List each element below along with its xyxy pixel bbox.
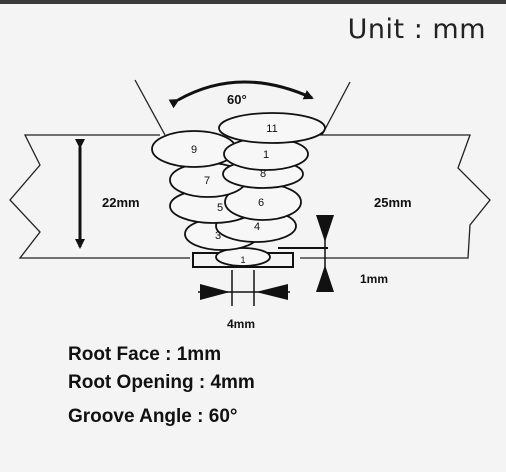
root-face-note: Root Face : 1mm [68,344,222,365]
bead-number: 11 [266,123,277,135]
top-border [0,0,506,4]
groove-angle-note: Groove Angle : 60° [68,406,238,427]
root-opening-dim-label: 4mm [227,317,255,331]
groove-angle-arrow [168,80,314,109]
right-plate-outline [300,134,491,259]
root-face-arrow-down [316,215,334,242]
bead-number: 1 [263,149,269,161]
bead-number: 3 [215,230,221,242]
root-opening-note: Root Opening : 4mm [68,372,255,393]
bead-number: 4 [254,221,260,233]
right-thickness-label: 25mm [374,195,412,210]
root-opening-arrow-left [200,284,230,300]
root-face-arrow-up [316,265,334,292]
bead-number: 8 [260,168,266,180]
bead-number: 9 [191,144,197,156]
weld-joint-diagram: 60° 22mm 25mm 11 9 1 8 7 5 6 3 4 1 1mm [9,79,491,331]
bead-number: 1 [240,255,245,265]
groove-angle-label: 60° [227,92,247,107]
left-plate-outline [9,134,190,259]
bead-number: 5 [217,202,223,214]
unit-label: Unit : mm [347,14,486,45]
bead-number: 7 [204,175,210,187]
bead-number: 6 [258,197,264,209]
left-thickness-label: 22mm [102,195,140,210]
root-opening-arrow-right [256,284,288,300]
right-groove-line [321,81,351,136]
weld-bead-11 [218,112,326,144]
root-face-dim-label: 1mm [360,272,388,286]
left-groove-line [134,79,166,136]
